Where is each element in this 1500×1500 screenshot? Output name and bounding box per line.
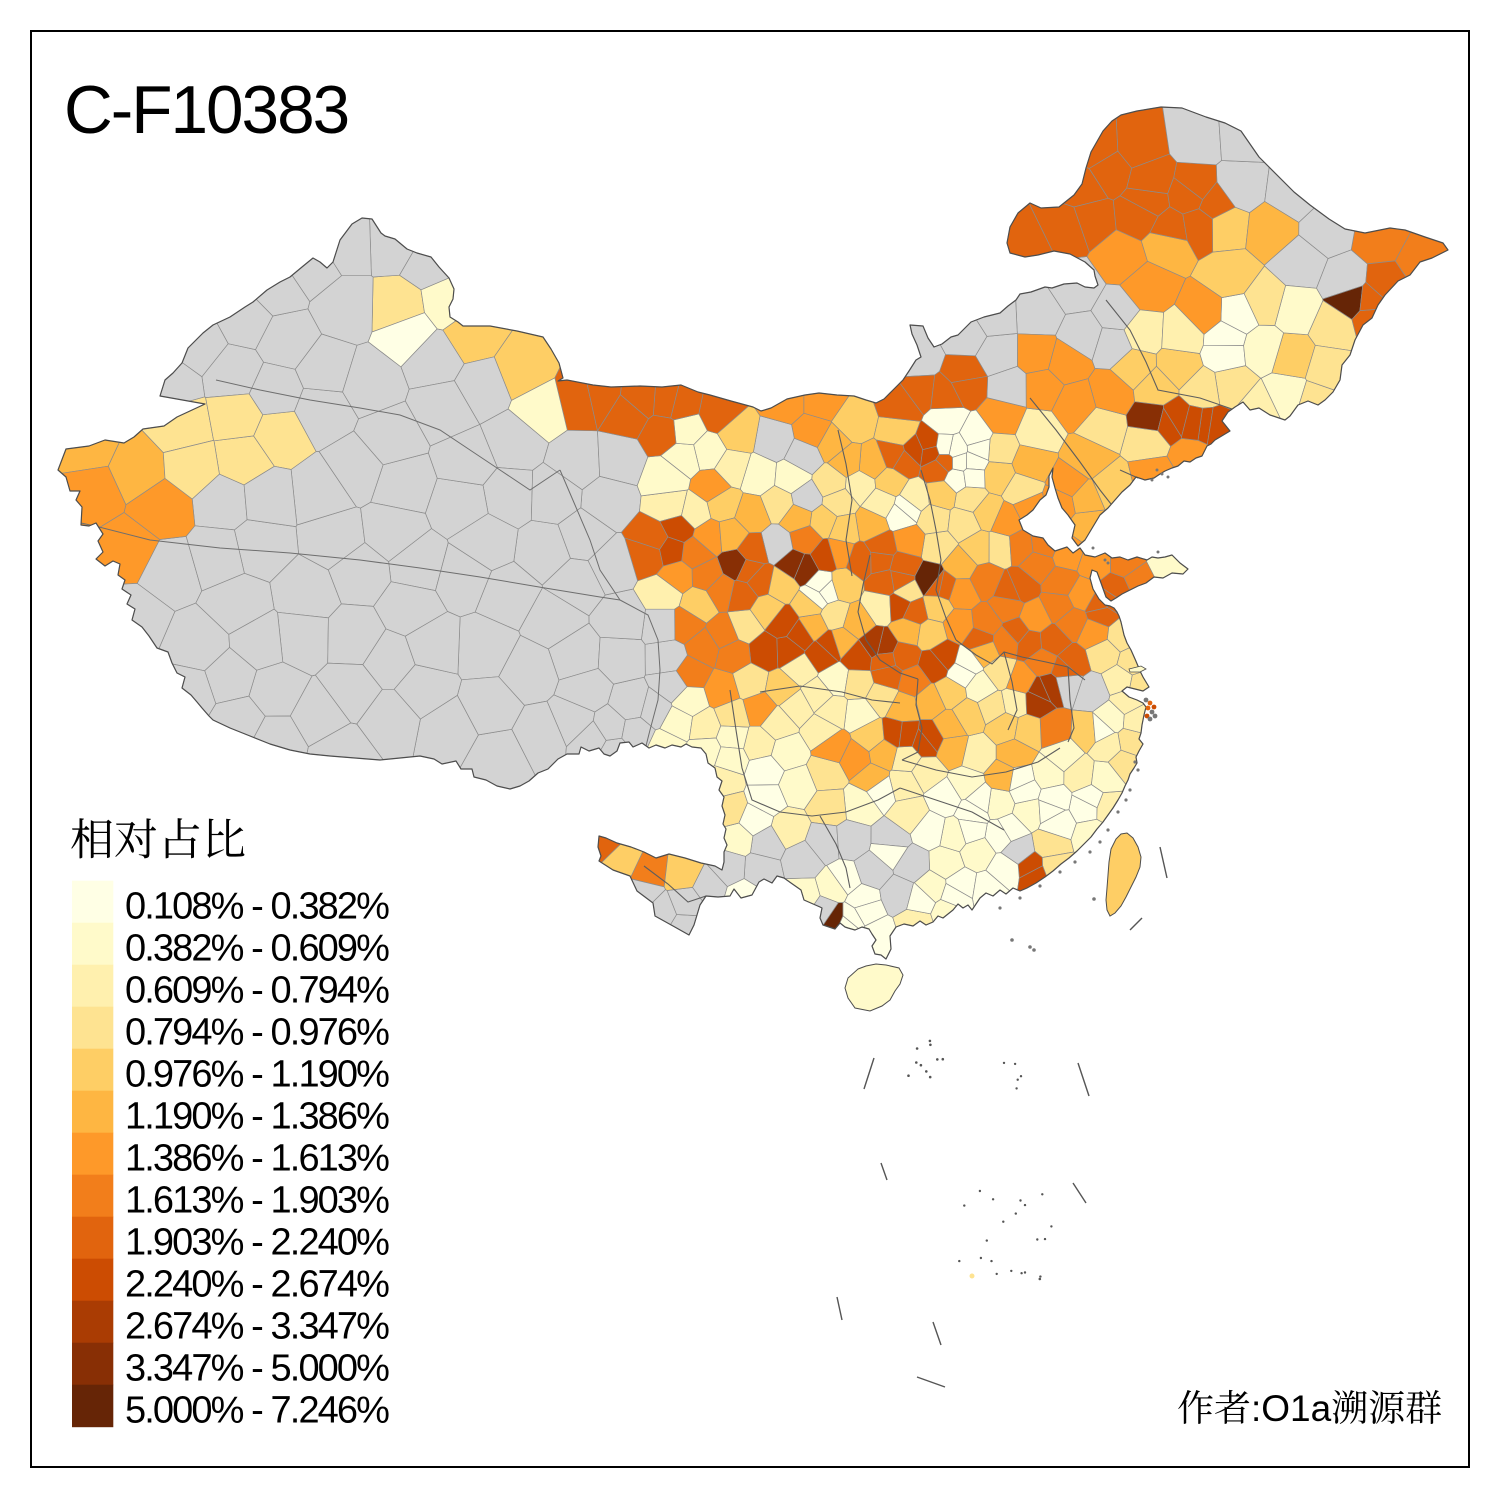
svg-text:0.794% - 0.976%: 0.794% - 0.976% bbox=[125, 1012, 389, 1054]
svg-text:1.190% - 1.386%: 1.190% - 1.386% bbox=[125, 1096, 389, 1138]
svg-text:1.613% - 1.903%: 1.613% - 1.903% bbox=[125, 1180, 389, 1222]
svg-text::O1a: :O1a bbox=[1251, 1388, 1332, 1429]
svg-text:2.674% - 3.347%: 2.674% - 3.347% bbox=[125, 1306, 389, 1348]
svg-text:3.347% - 5.000%: 3.347% - 5.000% bbox=[125, 1348, 389, 1390]
svg-text:5.000% - 7.246%: 5.000% - 7.246% bbox=[125, 1390, 389, 1432]
svg-text:0.108% - 0.382%: 0.108% - 0.382% bbox=[125, 886, 389, 928]
svg-text:0.382% - 0.609%: 0.382% - 0.609% bbox=[125, 928, 389, 970]
svg-text:1.903% - 2.240%: 1.903% - 2.240% bbox=[125, 1222, 389, 1264]
svg-text:1.386% - 1.613%: 1.386% - 1.613% bbox=[125, 1138, 389, 1180]
svg-text:0.609% - 0.794%: 0.609% - 0.794% bbox=[125, 970, 389, 1012]
svg-text:2.240% - 2.674%: 2.240% - 2.674% bbox=[125, 1264, 389, 1306]
svg-text:C-F10383: C-F10383 bbox=[64, 73, 348, 148]
svg-text:0.976% - 1.190%: 0.976% - 1.190% bbox=[125, 1054, 389, 1096]
